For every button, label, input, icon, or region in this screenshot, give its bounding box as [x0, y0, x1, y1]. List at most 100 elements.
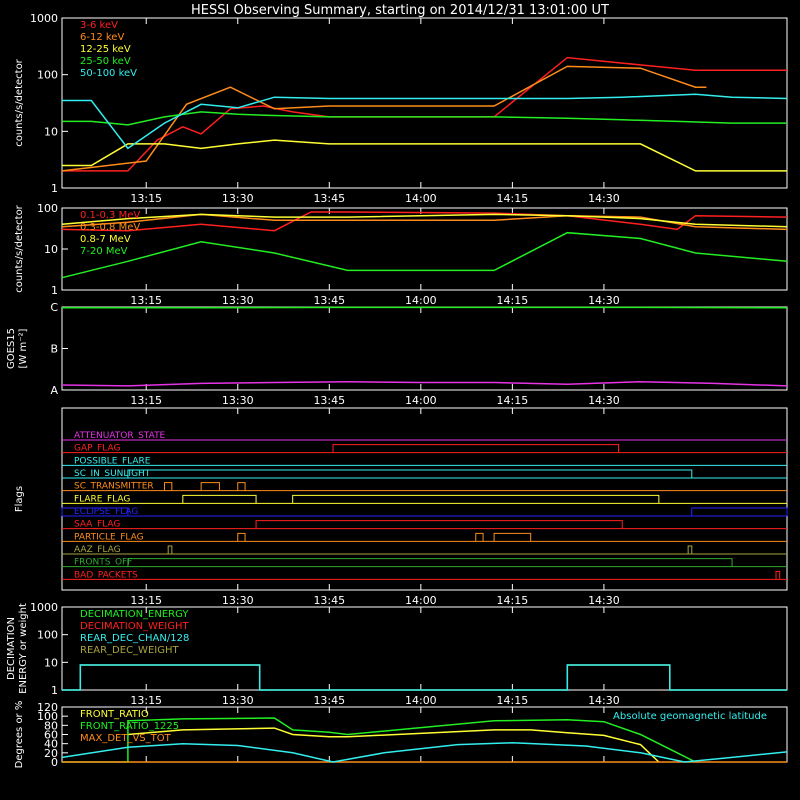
ytick-label: 10 [44, 656, 58, 669]
xtick-label: 13:15 [130, 394, 162, 407]
flag-interval [237, 482, 246, 491]
xtick-label: 14:15 [497, 594, 529, 607]
flag-label: GAP_FLAG [74, 444, 120, 454]
flag-interval [687, 545, 693, 554]
legend-entry: 25-50 keV [80, 56, 131, 67]
legend-entry: FRONT_RATIO [80, 709, 149, 720]
flag-interval [691, 507, 788, 516]
ytick-label: 40 [44, 738, 58, 751]
y-axis-label: Degrees or % [14, 701, 25, 769]
flag-interval [475, 532, 484, 542]
flag-interval [292, 494, 660, 504]
ytick-label: 100 [37, 629, 58, 642]
y-axis-label: Flags [14, 486, 25, 512]
xtick-label: 13:30 [222, 192, 254, 205]
ytick-label: 100 [37, 202, 58, 215]
legend-entry: REAR_DEC_WEIGHT [80, 645, 179, 656]
ytick-label: 100 [37, 69, 58, 82]
legend-entry: 12-25 keV [80, 44, 131, 55]
flag-label: ECLIPSE_FLAG [74, 507, 138, 517]
xtick-label: 14:15 [497, 294, 529, 307]
flag-label: SC_IN_SUNLIGHT [74, 469, 151, 479]
series-line-1 [61, 65, 707, 172]
legend-entry: DECIMATION_WEIGHT [80, 621, 189, 632]
xtick-label: 13:15 [130, 294, 162, 307]
flag-label: ATTENUATOR_STATE [74, 431, 166, 441]
xtick-label: 14:00 [405, 694, 437, 707]
xtick-label: 13:30 [222, 394, 254, 407]
xtick-label: 13:30 [222, 594, 254, 607]
legend-entry: 0.1-0.3 MeV [80, 210, 140, 221]
ytick-label: 80 [44, 719, 58, 732]
series-line-0 [61, 211, 788, 232]
ytick-label: 10 [44, 243, 58, 256]
series-line-1 [61, 380, 788, 387]
legend-entry: DECIMATION_ENERGY [80, 609, 189, 620]
ytick-label: 1 [51, 284, 58, 297]
series-line-0 [62, 664, 787, 691]
panel-p2: 1 10 100 13:15 13:30 13:45 14:00 14:15 14:30 coun… [14, 202, 788, 307]
series-line-4 [62, 93, 788, 150]
ytick-label: 1 [51, 182, 58, 195]
series-line-3 [61, 231, 788, 279]
flag-interval [493, 532, 532, 542]
xtick-label: 14:00 [405, 594, 437, 607]
xtick-label: 13:15 [130, 694, 162, 707]
ytick-label: 1000 [30, 12, 58, 25]
flag-interval [127, 469, 693, 478]
legend-entry: FRONT_RATIO_1225 [80, 721, 179, 732]
xtick-label: 14:30 [588, 294, 620, 307]
flag-interval [200, 482, 220, 491]
ytick-label: 10 [44, 125, 58, 138]
series-line-1 [62, 717, 696, 763]
panel-p4: 13:15 13:30 13:45 14:00 14:15 14:30 Flags ATTEN… [14, 407, 788, 607]
flag-label: FRONTS_OFF [74, 558, 132, 568]
y-axis-label-2: ENERGY or weight [18, 603, 29, 694]
legend-entry: REAR_DEC_CHAN/128 [80, 633, 189, 644]
xtick-label: 13:30 [222, 694, 254, 707]
flag-interval [61, 507, 129, 516]
flag-interval [332, 444, 620, 453]
xtick-label: 13:45 [313, 694, 345, 707]
xtick-label: 14:15 [497, 192, 529, 205]
ytick-label: 0 [51, 756, 58, 769]
xtick-label: 14:00 [405, 394, 437, 407]
chart-title: HESSI Observing Summary, starting on 201… [191, 3, 609, 18]
panel-p5: 1 10 100 1000 13:15 13:30 13:45 14:00 14:15 14:30… [6, 601, 788, 707]
xtick-label: 14:30 [588, 192, 620, 205]
ytick-label: 20 [44, 747, 58, 760]
ytick-label: B [50, 343, 58, 356]
xtick-label: 13:45 [313, 294, 345, 307]
xtick-label: 14:00 [405, 294, 437, 307]
xtick-label: 13:15 [130, 594, 162, 607]
ytick-label: 1000 [30, 601, 58, 614]
xtick-label: 14:30 [588, 594, 620, 607]
y-axis-label: GOES15 [6, 328, 17, 369]
series-line-2 [62, 139, 787, 172]
legend-entry: 0.8-7 MeV [80, 234, 131, 245]
flag-label: SC_TRANSMITTER [74, 482, 154, 492]
flag-interval [167, 545, 173, 554]
series-line-0 [127, 727, 660, 763]
xtick-label: 13:45 [313, 394, 345, 407]
panel-p3: A B C 13:15 13:30 13:45 14:00 14:15 14:30 GOES15[… [6, 301, 788, 407]
axes-frame [61, 306, 788, 391]
flag-interval [164, 482, 173, 491]
axes-frame [61, 17, 788, 189]
legend-entry: 3-6 keV [80, 20, 118, 31]
legend-entry: 50-100 keV [80, 68, 137, 79]
flag-interval [182, 494, 257, 504]
flag-label: PARTICLE_FLAG [74, 532, 144, 542]
ytick-label: C [50, 301, 58, 314]
flag-interval [255, 520, 623, 529]
flag-label: POSSIBLE_FLARE [74, 456, 151, 466]
y-axis-label: counts/s/detector [14, 204, 25, 292]
y-axis-label-2: [W m⁻²] [18, 328, 29, 368]
series-line-3 [61, 742, 788, 763]
flag-interval [237, 532, 246, 542]
ytick-label: 1 [51, 684, 58, 697]
flag-interval [127, 558, 733, 567]
panel-p1: 1 10 100 1000 13:15 13:30 13:45 14:00 14:15 14:30… [14, 12, 788, 205]
flag-label: SAA_FLAG [74, 520, 120, 530]
